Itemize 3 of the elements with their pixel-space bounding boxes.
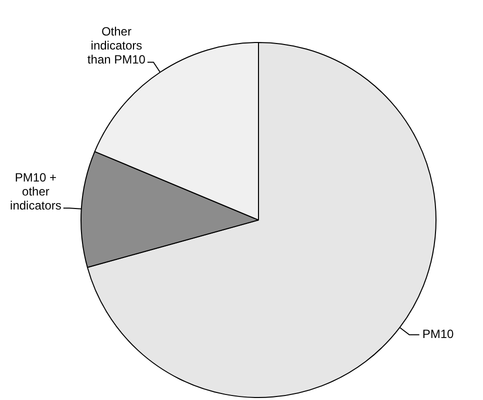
slice-label: PM10 + other indicators xyxy=(10,170,62,212)
slice-label: PM10 xyxy=(422,327,454,342)
slice-label: Other indicators than PM10 xyxy=(87,24,146,67)
